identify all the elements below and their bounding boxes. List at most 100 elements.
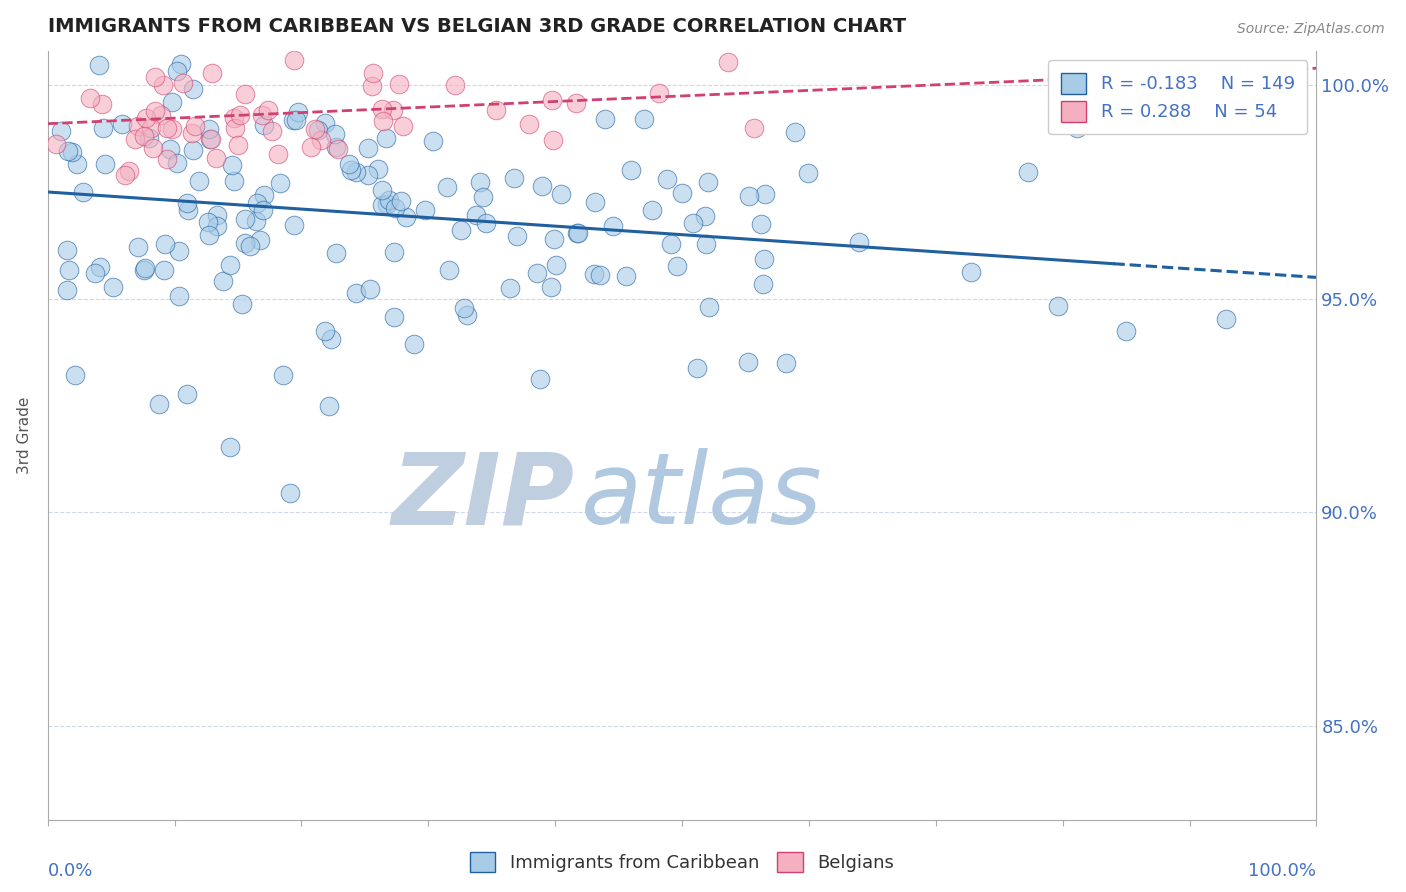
Point [321, 332, 343, 346]
Point [697, 300, 720, 314]
Point [198, 132, 221, 146]
Point [181, 82, 204, 96]
Point [65, 368, 87, 382]
Point [253, 187, 276, 202]
Point [339, 157, 361, 171]
Point [436, 180, 458, 194]
Point [58, 263, 80, 277]
Point [517, 117, 540, 131]
Point [226, 138, 249, 153]
Point [544, 258, 567, 272]
Point [127, 240, 149, 254]
Point [382, 310, 405, 325]
Point [228, 108, 250, 122]
Point [245, 214, 267, 228]
Point [87, 58, 110, 72]
Point [176, 203, 198, 218]
Point [340, 162, 363, 177]
Point [567, 226, 589, 240]
Point [453, 301, 475, 315]
Point [307, 123, 329, 137]
Point [661, 236, 683, 251]
Point [176, 387, 198, 401]
Point [198, 122, 221, 136]
Point [1066, 120, 1088, 135]
Point [143, 103, 166, 118]
Point [754, 187, 776, 202]
Point [205, 151, 228, 165]
Point [66, 156, 89, 170]
Point [328, 142, 350, 156]
Text: atlas: atlas [581, 449, 823, 545]
Point [1115, 324, 1137, 338]
Point [541, 133, 564, 147]
Point [620, 163, 643, 178]
Point [371, 184, 394, 198]
Point [267, 147, 290, 161]
Point [170, 57, 193, 71]
Point [127, 120, 149, 134]
Point [314, 325, 336, 339]
Point [156, 120, 179, 135]
Point [150, 108, 173, 122]
Point [205, 209, 228, 223]
Point [250, 108, 273, 122]
Point [160, 95, 183, 109]
Point [207, 219, 229, 234]
Legend: Immigrants from Caribbean, Belgians: Immigrants from Caribbean, Belgians [463, 845, 901, 880]
Point [233, 212, 256, 227]
Point [474, 216, 496, 230]
Point [450, 223, 472, 237]
Point [283, 53, 305, 67]
Point [118, 164, 141, 178]
Point [375, 130, 398, 145]
Point [344, 165, 367, 179]
Point [152, 78, 174, 92]
Point [395, 210, 418, 224]
Point [370, 102, 392, 116]
Point [79, 91, 101, 105]
Point [614, 269, 637, 284]
Point [231, 297, 253, 311]
Text: ZIP: ZIP [391, 449, 574, 545]
Point [737, 354, 759, 368]
Point [375, 196, 398, 211]
Point [370, 197, 392, 211]
Point [583, 195, 606, 210]
Point [304, 122, 326, 136]
Point [783, 125, 806, 139]
Point [682, 216, 704, 230]
Point [797, 166, 820, 180]
Text: 0.0%: 0.0% [48, 862, 93, 880]
Point [391, 119, 413, 133]
Point [142, 141, 165, 155]
Point [166, 155, 188, 169]
Point [695, 209, 717, 223]
Point [180, 127, 202, 141]
Point [224, 120, 246, 135]
Point [323, 128, 346, 142]
Point [648, 86, 671, 100]
Point [384, 202, 406, 216]
Point [848, 235, 870, 249]
Point [91, 97, 114, 112]
Point [233, 236, 256, 251]
Point [360, 79, 382, 94]
Point [124, 132, 146, 146]
Point [89, 260, 111, 274]
Point [233, 87, 256, 102]
Point [655, 171, 678, 186]
Point [499, 280, 522, 294]
Point [271, 368, 294, 382]
Point [754, 252, 776, 267]
Point [197, 215, 219, 229]
Point [101, 280, 124, 294]
Point [281, 112, 304, 127]
Point [529, 372, 551, 386]
Point [197, 227, 219, 242]
Point [357, 141, 380, 155]
Point [253, 118, 276, 132]
Point [160, 121, 183, 136]
Point [222, 174, 245, 188]
Point [200, 132, 222, 146]
